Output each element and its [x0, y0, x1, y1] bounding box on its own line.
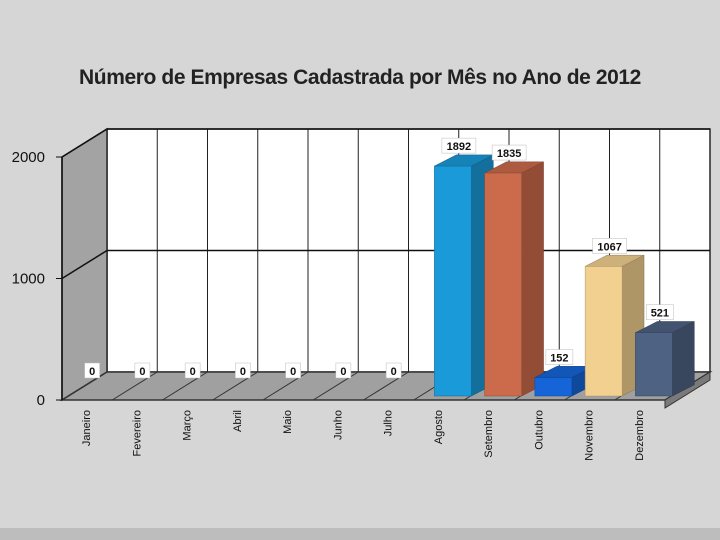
value-label-box [545, 349, 574, 365]
x-tick-label: Agosto [433, 410, 445, 444]
value-label-box [235, 362, 251, 379]
bar-side [672, 321, 695, 397]
gridline-side [61, 128, 108, 158]
y-tick-label: 2000 [12, 149, 45, 166]
x-tick-label: Novembro [584, 410, 596, 461]
value-label-box [335, 362, 352, 379]
value-label: 0 [190, 366, 196, 378]
value-label: 0 [89, 366, 95, 378]
value-label: 0 [240, 366, 246, 378]
x-tick-label: Março [182, 410, 194, 441]
gridline-side [61, 249, 108, 280]
value-label: 1892 [447, 141, 471, 153]
value-label: 0 [290, 366, 296, 378]
x-tick-label: Dezembro [634, 410, 646, 461]
value-label-box [646, 304, 674, 320]
value-label-box [184, 362, 201, 379]
x-tick-label: Fevereiro [131, 410, 143, 456]
bar [635, 332, 673, 397]
value-label: 0 [391, 366, 397, 378]
bar [434, 165, 472, 397]
y-tick-label: 1000 [12, 271, 45, 288]
x-tick-label: Outubro [533, 410, 545, 450]
bar-side [521, 161, 544, 397]
value-label-box [285, 362, 301, 379]
value-label-box [385, 362, 402, 379]
chart-title: Número de Empresas Cadastrada por Mês no… [79, 66, 641, 89]
value-label: 0 [340, 366, 346, 378]
bottom-strip [0, 528, 720, 540]
value-label: 1067 [597, 241, 621, 253]
x-tick-label: Abril [232, 410, 244, 432]
y-tick-label: 0 [37, 392, 45, 409]
x-tick-label: Setembro [483, 410, 495, 458]
value-label-box [491, 144, 527, 161]
value-label-box [84, 362, 100, 379]
floor-edge [664, 371, 711, 409]
value-label: 1835 [497, 148, 521, 160]
bar [484, 172, 522, 397]
bar [534, 377, 573, 397]
value-label: 521 [651, 308, 669, 320]
x-tick-label: Janeiro [81, 410, 93, 446]
value-label: 0 [139, 366, 145, 378]
value-label-box [134, 362, 151, 379]
x-tick-label: Junho [332, 410, 344, 440]
bar [584, 266, 623, 397]
value-label: 152 [550, 353, 568, 365]
x-tick-label: Maio [282, 410, 294, 434]
value-label-box [592, 238, 627, 254]
x-tick-label: Julho [383, 410, 395, 436]
value-label-box [441, 137, 477, 154]
